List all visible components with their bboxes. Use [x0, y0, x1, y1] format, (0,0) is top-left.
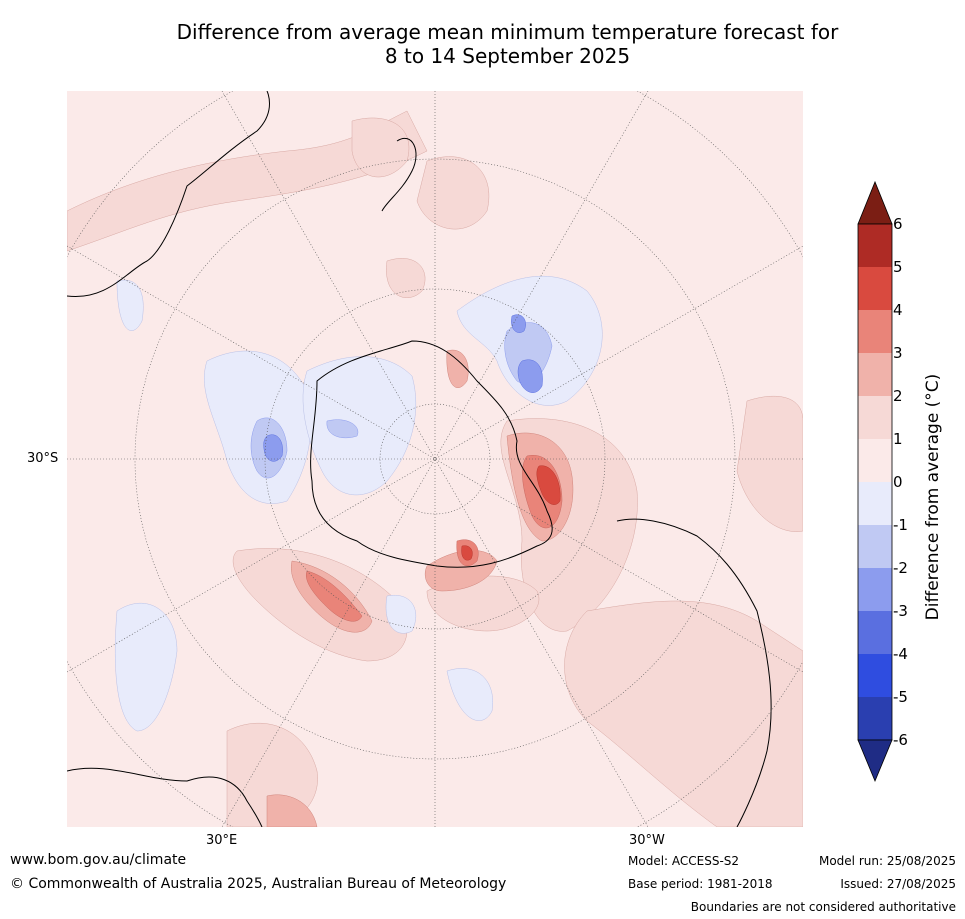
colorbar-tick: -2 — [893, 559, 908, 577]
warm-anomaly-intense — [461, 465, 561, 561]
lon-label-30e: 30°E — [206, 833, 238, 848]
colorbar-label: Difference from average (°C) — [918, 374, 948, 621]
antarctica-coast — [310, 340, 553, 568]
colorbar-tick: 2 — [893, 387, 903, 405]
title-line-1: Difference from average mean minimum tem… — [176, 20, 839, 44]
colorbar-segment — [858, 224, 892, 267]
colorbar-tick: -6 — [893, 731, 908, 749]
issued-text: Issued: 27/08/2025 — [840, 877, 956, 891]
colorbar-segment — [858, 396, 892, 439]
map-title: Difference from average mean minimum tem… — [0, 20, 965, 68]
south-america-coast — [616, 518, 772, 827]
title-line-2: 8 to 14 September 2025 — [384, 44, 631, 68]
colorbar-tick: 1 — [893, 430, 903, 448]
colorbar-tick: 4 — [893, 301, 903, 319]
colorbar-segment — [858, 267, 892, 310]
colorbar-tick: 3 — [893, 344, 903, 362]
colorbar-segment — [858, 439, 892, 482]
colorbar-bottom-extend — [857, 739, 893, 783]
colorbar-tick: -3 — [893, 602, 908, 620]
copyright-text: © Commonwealth of Australia 2025, Austra… — [10, 876, 507, 892]
colorbar-segment — [858, 482, 892, 525]
colorbar-tick: -1 — [893, 516, 908, 534]
colorbar-tick: -5 — [893, 688, 908, 706]
colorbar-segment — [858, 697, 892, 740]
colorbar-segment — [858, 310, 892, 353]
cool-anomaly-strong — [263, 314, 543, 462]
new-zealand-coast — [381, 138, 417, 212]
colorbar-tick: 0 — [893, 473, 903, 491]
disclaimer-text: Boundaries are not considered authoritat… — [690, 900, 956, 914]
lat-label-30s: 30°S — [27, 451, 59, 466]
anomaly-map — [67, 91, 803, 827]
colorbar-tick: -4 — [893, 645, 908, 663]
colorbar-tick: 5 — [893, 258, 903, 276]
colorbar-segment — [858, 611, 892, 654]
colorbar-segment — [858, 525, 892, 568]
colorbar-segment — [858, 654, 892, 697]
graticule — [67, 91, 803, 827]
coastlines — [67, 91, 772, 827]
colorbar-segment — [858, 568, 892, 611]
model-text: Model: ACCESS-S2 — [628, 854, 740, 868]
colorbar-segment — [858, 353, 892, 396]
model-run-text: Model run: 25/08/2025 — [818, 854, 956, 868]
lon-label-30w: 30°W — [629, 833, 665, 848]
colorbar-top-extend — [857, 180, 893, 225]
colorbar — [857, 180, 893, 783]
africa-coast — [67, 767, 263, 827]
colorbar-tick: 6 — [893, 215, 903, 233]
australia-coast — [67, 91, 270, 298]
colorbar-label-text: Difference from average (°C) — [923, 373, 943, 621]
base-period-text: Base period: 1981-2018 — [628, 877, 773, 891]
website-link[interactable]: www.bom.gov.au/climate — [10, 852, 187, 868]
